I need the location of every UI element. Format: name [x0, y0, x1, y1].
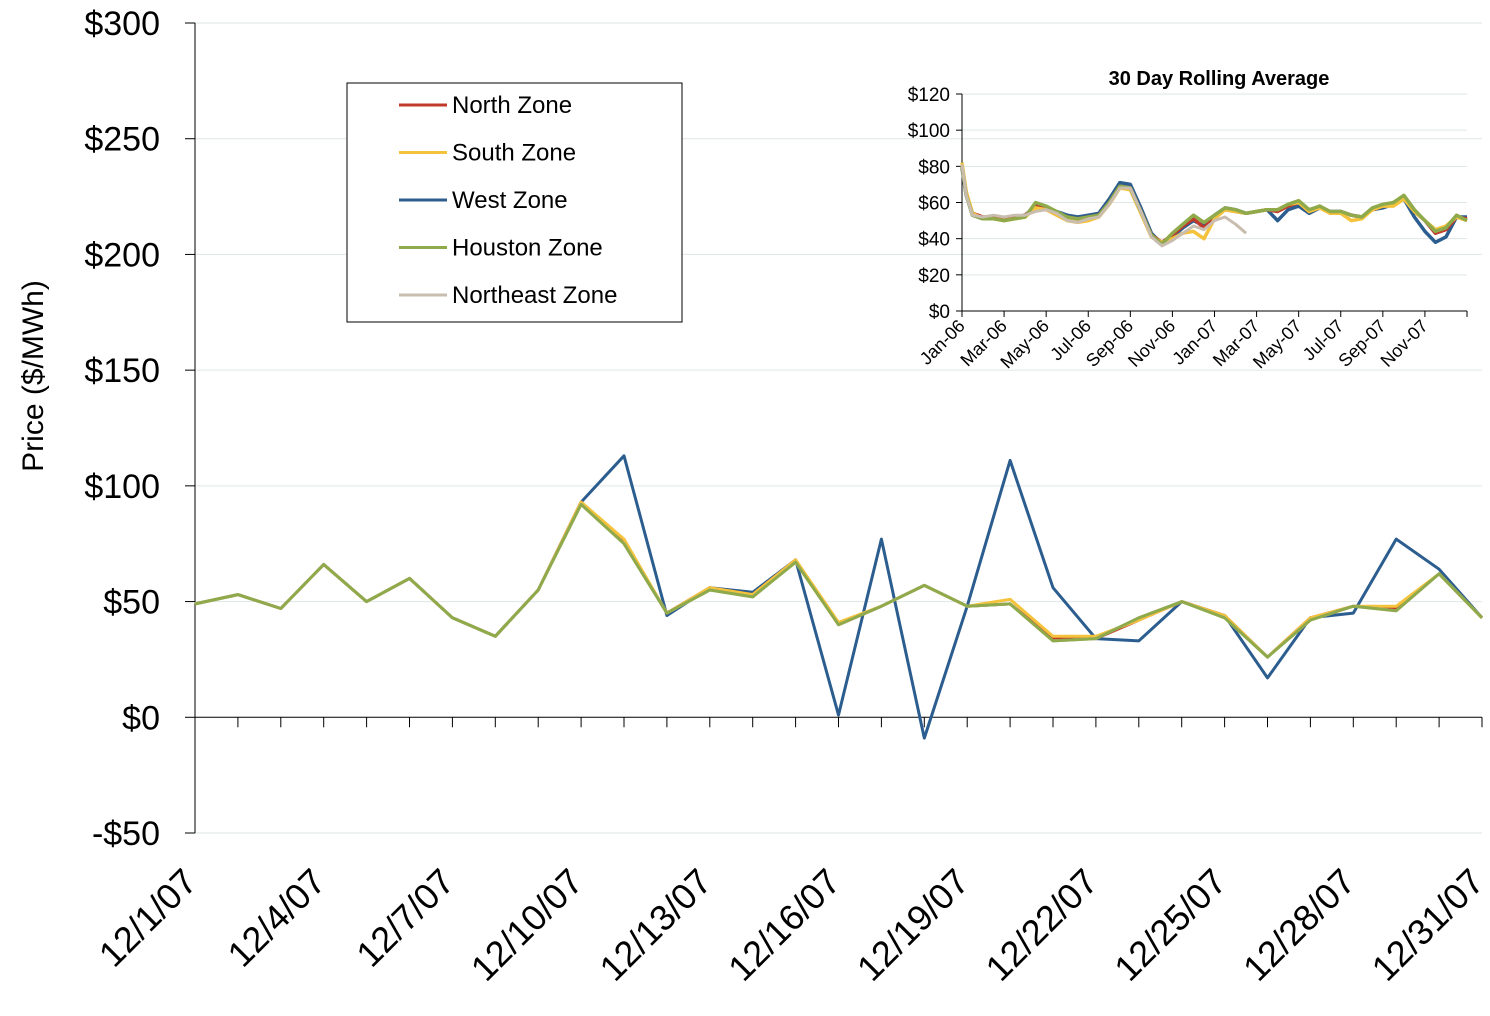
legend-label: South Zone [452, 140, 576, 167]
main-y-tick-label: $200 [84, 236, 160, 274]
main-y-tick-label: -$50 [92, 815, 160, 853]
main-x-tick-label: 12/10/07 [463, 861, 591, 989]
inset-y-tick-label: $0 [929, 302, 950, 323]
main-x-tick-labels: 12/1/07 12/4/07 12/7/07 12/10/07 12/13/07 12/… [91, 861, 1490, 989]
main-x-tick-label: 12/1/07 [91, 861, 205, 975]
inset-y-tick-label: $20 [918, 266, 950, 287]
main-y-tick-label: $300 [84, 5, 160, 43]
inset-title: 30 Day Rolling Average [1109, 68, 1330, 90]
main-x-tick-label: 12/19/07 [849, 861, 977, 989]
main-y-axis-label: Price ($/MWh) [17, 280, 50, 472]
inset-gridlines [962, 94, 1467, 275]
inset-y-tick-label: $60 [918, 194, 950, 215]
legend-label: West Zone [452, 187, 568, 214]
main-x-tick-label: 12/13/07 [591, 861, 719, 989]
main-y-tick-labels: -$50 $0 $50 $100 $150 $200 $250 $300 [84, 5, 160, 853]
legend-label: Northeast Zone [452, 282, 617, 309]
series-line-west-zone [195, 456, 1482, 738]
legend-label: North Zone [452, 92, 572, 119]
series-line-houston-zone [195, 504, 1482, 657]
main-x-tick-label: 12/7/07 [348, 861, 462, 975]
main-y-tick-label: $50 [103, 584, 160, 622]
series-line-south-zone [195, 502, 1482, 657]
inset-y-tick-label: $80 [918, 157, 950, 178]
main-y-tick-label: $100 [84, 468, 160, 506]
inset-x-tick-labels: Jan-06Mar-06May-06Jul-06Sep-06Nov-06Jan-… [916, 316, 1432, 373]
main-x-tick-label: 12/28/07 [1235, 861, 1363, 989]
main-x-tick-label: 12/4/07 [219, 861, 333, 975]
inset-chart: 30 Day Rolling Average $0 $20 $40 $60 $80 $10… [908, 68, 1467, 372]
main-x-tick-label: 12/22/07 [977, 861, 1105, 989]
main-x-tick-label: 12/31/07 [1364, 861, 1490, 989]
series-line-north-zone [195, 502, 1482, 657]
main-series-lines [195, 456, 1482, 738]
main-y-tick-label: $0 [122, 699, 160, 737]
inset-x-tick-label: Nov-06 [1124, 316, 1179, 371]
main-x-tick-label: 12/16/07 [720, 861, 848, 989]
legend: North Zone South Zone West Zone Houston Zon… [347, 83, 682, 322]
inset-x-tick-label: Nov-07 [1377, 316, 1432, 371]
main-x-tick-label: 12/25/07 [1106, 861, 1234, 989]
inset-y-tick-label: $100 [908, 121, 950, 142]
inset-y-tick-label: $120 [908, 85, 950, 106]
inset-series-lines [962, 163, 1467, 246]
main-y-tick-label: $150 [84, 352, 160, 390]
legend-label: Houston Zone [452, 235, 603, 262]
main-y-tick-label: $250 [84, 121, 160, 159]
series-line-northeast-zone [195, 504, 1482, 657]
inset-y-tick-label: $40 [918, 230, 950, 251]
inset-y-tick-labels: $0 $20 $40 $60 $80 $100 $120 [908, 85, 950, 323]
